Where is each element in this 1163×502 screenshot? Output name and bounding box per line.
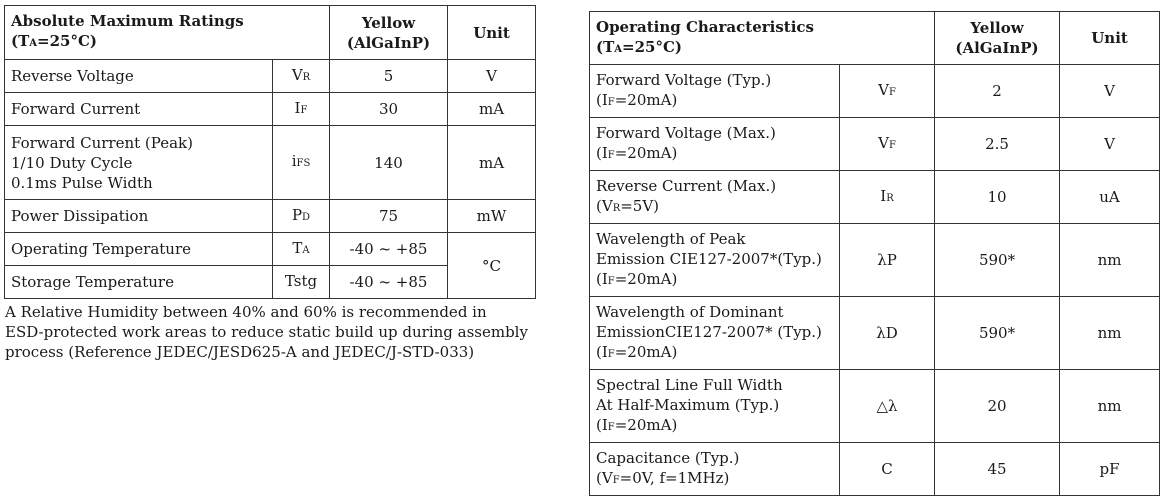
unit-cell: mA	[447, 125, 536, 200]
value-cell: 590*	[934, 296, 1061, 370]
param-cell: Forward Voltage (Max.) (IF=20mA)	[589, 117, 840, 171]
value-cell: 30	[329, 92, 448, 126]
table-title-cell: Absolute Maximum Ratings (TA=25°C)	[4, 5, 330, 60]
param-cell: Forward Current (Peak) 1/10 Duty Cycle 0…	[4, 125, 273, 200]
unit-header: Unit	[1059, 11, 1161, 65]
table-row: Operating Temperature TA -40 ~ +85 °C	[4, 232, 536, 299]
value-cell: 10	[934, 170, 1061, 224]
unit-cell: V	[1059, 117, 1161, 171]
unit-cell: nm	[1059, 296, 1161, 370]
unit-cell: V	[1059, 64, 1161, 118]
param-cell: Wavelength of Dominant EmissionCIE127-200…	[589, 296, 840, 370]
param-cell: Forward Current	[4, 92, 273, 126]
unit-cell: uA	[1059, 170, 1161, 224]
unit-cell: mW	[447, 199, 536, 233]
symbol-cell: IR	[838, 170, 936, 224]
table-row: Capacitance (Typ.) (VF=0V, f=1MHz) C 45 p…	[589, 442, 1161, 496]
value-cell: 590*	[934, 223, 1061, 297]
humidity-note: A Relative Humidity between 40% and 60% …	[5, 303, 528, 361]
table-row: Spectral Line Full Width At Half-Maximum …	[589, 369, 1161, 443]
unit-cell: pF	[1059, 442, 1161, 496]
table-row: Wavelength of Peak Emission CIE127-2007*(…	[589, 223, 1161, 297]
symbol-cell: TA	[272, 232, 330, 266]
param-cell: Spectral Line Full Width At Half-Maximum …	[589, 369, 840, 443]
color-header: Yellow (AlGaInP)	[329, 5, 448, 60]
table-row: Wavelength of Dominant EmissionCIE127-200…	[589, 296, 1161, 370]
table-title: Operating Characteristics	[596, 17, 815, 36]
table-row: Power Dissipation PD 75 mW	[4, 199, 536, 233]
value-cell: 75	[329, 199, 448, 233]
unit-header: Unit	[447, 5, 536, 60]
symbol-cell: C	[838, 442, 936, 496]
table-row: Storage Temperature Tstg -40 ~ +85	[4, 265, 536, 299]
table-header-row: Absolute Maximum Ratings (TA=25°C) Yello…	[4, 5, 536, 60]
value-cell: 140	[329, 125, 448, 200]
param-cell: Reverse Voltage	[4, 59, 273, 93]
symbol-cell: IF	[272, 92, 330, 126]
operating-characteristics-table: Operating Characteristics (TA=25°C) Yell…	[588, 11, 1161, 496]
symbol-cell: Tstg	[272, 265, 330, 299]
symbol-cell: VF	[838, 64, 936, 118]
symbol-cell: λP	[838, 223, 936, 297]
absolute-maximum-ratings-table: Absolute Maximum Ratings (TA=25°C) Yello…	[4, 5, 536, 299]
table-row: Reverse Current (Max.) (VR=5V) IR 10 uA	[589, 170, 1161, 224]
unit-cell: V	[447, 59, 536, 93]
value-cell: -40 ~ +85	[329, 232, 448, 266]
param-cell: Power Dissipation	[4, 199, 273, 233]
value-cell: -40 ~ +85	[329, 265, 448, 299]
unit-cell: nm	[1059, 369, 1161, 443]
unit-cell: °C	[447, 232, 536, 299]
table-row: Forward Current IF 30 mA	[4, 92, 536, 126]
value-cell: 20	[934, 369, 1061, 443]
param-cell: Capacitance (Typ.) (VF=0V, f=1MHz)	[589, 442, 840, 496]
unit-cell: nm	[1059, 223, 1161, 297]
value-cell: 2.5	[934, 117, 1061, 171]
value-cell: 45	[934, 442, 1061, 496]
table-title-cell: Operating Characteristics (TA=25°C)	[588, 11, 936, 65]
table-row: Forward Current (Peak) 1/10 Duty Cycle 0…	[4, 125, 536, 200]
param-cell: Forward Voltage (Typ.) (IF=20mA)	[589, 64, 840, 118]
param-cell: Operating Temperature	[4, 232, 273, 266]
param-cell: Reverse Current (Max.) (VR=5V)	[589, 170, 840, 224]
symbol-cell: iFS	[272, 125, 330, 200]
value-cell: 2	[934, 64, 1061, 118]
table-header-row: Operating Characteristics (TA=25°C) Yell…	[588, 11, 1161, 65]
symbol-cell: λD	[838, 296, 936, 370]
table-condition: (TA=25°C)	[596, 37, 683, 56]
symbol-cell: △λ	[838, 369, 936, 443]
symbol-cell: VF	[838, 117, 936, 171]
param-cell: Storage Temperature	[4, 265, 273, 299]
symbol-cell: PD	[272, 199, 330, 233]
table-row: Forward Voltage (Max.) (IF=20mA) VF 2.5 V	[589, 117, 1161, 171]
unit-cell: mA	[447, 92, 536, 126]
table-row: Forward Voltage (Typ.) (IF=20mA) VF 2 V	[589, 64, 1161, 118]
table-condition: (TA=25°C)	[11, 32, 98, 50]
table-row: Reverse Voltage VR 5 V	[4, 59, 536, 93]
param-cell: Wavelength of Peak Emission CIE127-2007*(…	[589, 223, 840, 297]
symbol-cell: VR	[272, 59, 330, 93]
table-title: Absolute Maximum Ratings	[11, 12, 244, 30]
color-header: Yellow (AlGaInP)	[934, 11, 1061, 65]
value-cell: 5	[329, 59, 448, 93]
